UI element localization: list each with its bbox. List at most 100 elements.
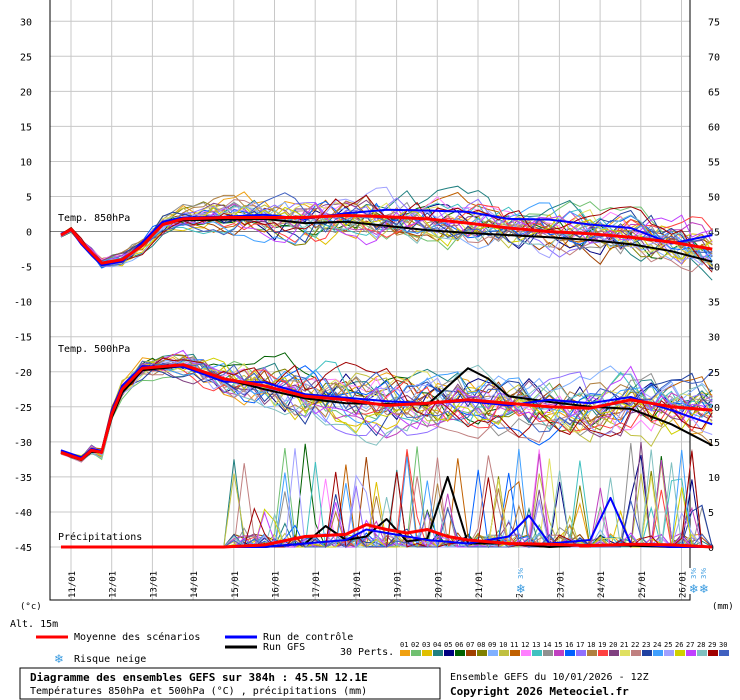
snow-percent: 3% bbox=[700, 568, 708, 579]
pert-label: 16 bbox=[565, 641, 573, 649]
run-de-contr-le-precip-line bbox=[61, 496, 713, 548]
pert-swatch bbox=[543, 650, 553, 656]
left-tick-label: -45 bbox=[14, 543, 32, 554]
left-unit-label: (°c) bbox=[20, 602, 42, 612]
left-tick-label: 0 bbox=[26, 228, 32, 239]
right-tick-label: 15 bbox=[708, 438, 720, 449]
date-tick-label: 25/01 bbox=[638, 571, 648, 598]
date-tick-label: 16/01 bbox=[272, 571, 282, 598]
date-tick-label: 21/01 bbox=[475, 571, 485, 598]
right-tick-label: 45 bbox=[708, 228, 720, 239]
member-t850-line bbox=[60, 202, 713, 268]
label-t500: Temp. 500hPa bbox=[58, 344, 130, 355]
pert-label: 10 bbox=[499, 641, 507, 649]
pert-swatch bbox=[444, 650, 454, 656]
left-tick-label: 10 bbox=[20, 157, 32, 168]
chart-grid bbox=[49, 0, 691, 601]
pert-swatch bbox=[719, 650, 729, 656]
pert-swatch bbox=[532, 650, 542, 656]
pert-label: 08 bbox=[477, 641, 485, 649]
right-tick-label: 0 bbox=[708, 543, 714, 554]
date-tick-label: 18/01 bbox=[353, 571, 363, 598]
right-tick-label: 10 bbox=[708, 473, 720, 484]
pert-label: 23 bbox=[642, 641, 650, 649]
pert-label: 29 bbox=[708, 641, 716, 649]
label-precip: Précipitations bbox=[58, 531, 142, 543]
pert-label: 06 bbox=[455, 641, 463, 649]
date-tick-label: 24/01 bbox=[597, 571, 607, 598]
date-tick-label: 11/01 bbox=[68, 571, 78, 598]
right-tick-label: 65 bbox=[708, 87, 720, 98]
pert-label: 13 bbox=[532, 641, 540, 649]
right-tick-label: 5 bbox=[708, 508, 714, 519]
pert-swatch bbox=[565, 650, 575, 656]
snow-percent: 3% bbox=[690, 568, 698, 579]
date-tick-label: 15/01 bbox=[231, 571, 241, 598]
pert-swatch bbox=[664, 650, 674, 656]
pert-label: 04 bbox=[433, 641, 441, 649]
member-t500-line bbox=[60, 357, 713, 462]
date-tick-label: 19/01 bbox=[394, 571, 404, 598]
plot-frame bbox=[49, 0, 691, 601]
date-tick-label: 20/01 bbox=[434, 571, 444, 598]
left-tick-label: 25 bbox=[20, 52, 32, 63]
right-tick-label: 70 bbox=[708, 52, 720, 63]
pert-label: 20 bbox=[609, 641, 617, 649]
left-tick-label: -40 bbox=[14, 508, 32, 519]
date-tick-label: 12/01 bbox=[109, 571, 119, 598]
pert-label: 14 bbox=[543, 641, 551, 649]
perturbation-swatches: 01 02 03 04 05 06 07 08 09 10 11 12 13 14 15 16 17 18 19 20… bbox=[400, 641, 729, 656]
member-t850-line bbox=[60, 206, 713, 266]
snowflake-icon: ❄ bbox=[689, 582, 699, 596]
pert-swatch bbox=[587, 650, 597, 656]
pert-label: 01 bbox=[400, 641, 408, 649]
pert-label: 19 bbox=[598, 641, 606, 649]
pert-swatch bbox=[653, 650, 663, 656]
pert-swatch bbox=[576, 650, 586, 656]
left-tick-label: -30 bbox=[14, 438, 32, 449]
pert-swatch bbox=[620, 650, 630, 656]
left-tick-label: -10 bbox=[14, 298, 32, 309]
pert-label: 02 bbox=[411, 641, 419, 649]
left-tick-label: -5 bbox=[20, 263, 32, 274]
pert-label: 17 bbox=[576, 641, 584, 649]
pert-label: 09 bbox=[488, 641, 496, 649]
pert-label: 05 bbox=[444, 641, 452, 649]
left-tick-label: -35 bbox=[14, 473, 32, 484]
pert-label: 27 bbox=[686, 641, 694, 649]
pert-label: 22 bbox=[631, 641, 639, 649]
title-box bbox=[19, 667, 441, 700]
pert-swatch bbox=[510, 650, 520, 656]
snow-mark-bg bbox=[699, 568, 710, 594]
left-tick-label: 15 bbox=[20, 122, 32, 133]
right-tick-label: 75 bbox=[708, 17, 720, 28]
pert-label: 15 bbox=[554, 641, 562, 649]
pert-swatch bbox=[609, 650, 619, 656]
right-tick-label: 40 bbox=[708, 263, 720, 274]
pert-swatch bbox=[400, 650, 410, 656]
pert-swatch bbox=[521, 650, 531, 656]
pert-label: 03 bbox=[422, 641, 430, 649]
altitude-label: Alt. 15m bbox=[10, 619, 58, 630]
left-tick-label: 20 bbox=[20, 87, 32, 98]
pert-label: 21 bbox=[620, 641, 628, 649]
pert-swatch bbox=[686, 650, 696, 656]
pert-label: 24 bbox=[653, 641, 661, 649]
right-tick-label: 25 bbox=[708, 368, 720, 379]
pert-label: 18 bbox=[587, 641, 595, 649]
legend: Moyenne des scénarios Run de contrôle Ru… bbox=[36, 631, 729, 666]
pert-label: 11 bbox=[510, 641, 518, 649]
pert-label: 30 bbox=[719, 641, 727, 649]
snowflake-icon: ❄ bbox=[54, 652, 64, 666]
snow-mark-bg bbox=[515, 568, 526, 594]
left-tick-label: 30 bbox=[20, 17, 32, 28]
legend-snow: Risque neige bbox=[74, 654, 146, 665]
pert-swatch bbox=[433, 650, 443, 656]
pert-swatch bbox=[675, 650, 685, 656]
right-tick-label: 60 bbox=[708, 122, 720, 133]
date-tick-label: 13/01 bbox=[149, 571, 159, 598]
pert-swatch bbox=[642, 650, 652, 656]
moyenne-des-sc-narios-precip-line bbox=[61, 523, 713, 549]
pert-swatch bbox=[488, 650, 498, 656]
